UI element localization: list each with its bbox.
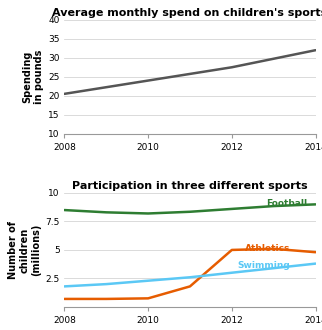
- Y-axis label: Spending
in pounds: Spending in pounds: [22, 50, 44, 104]
- Text: Football: Football: [266, 199, 307, 208]
- Title: Participation in three different sports: Participation in three different sports: [72, 181, 308, 191]
- Text: Athletics: Athletics: [245, 244, 290, 253]
- Y-axis label: Number of
children
(millions): Number of children (millions): [8, 221, 41, 279]
- Text: Swimming: Swimming: [238, 261, 290, 270]
- Title: Average monthly spend on children's sports: Average monthly spend on children's spor…: [52, 8, 322, 17]
